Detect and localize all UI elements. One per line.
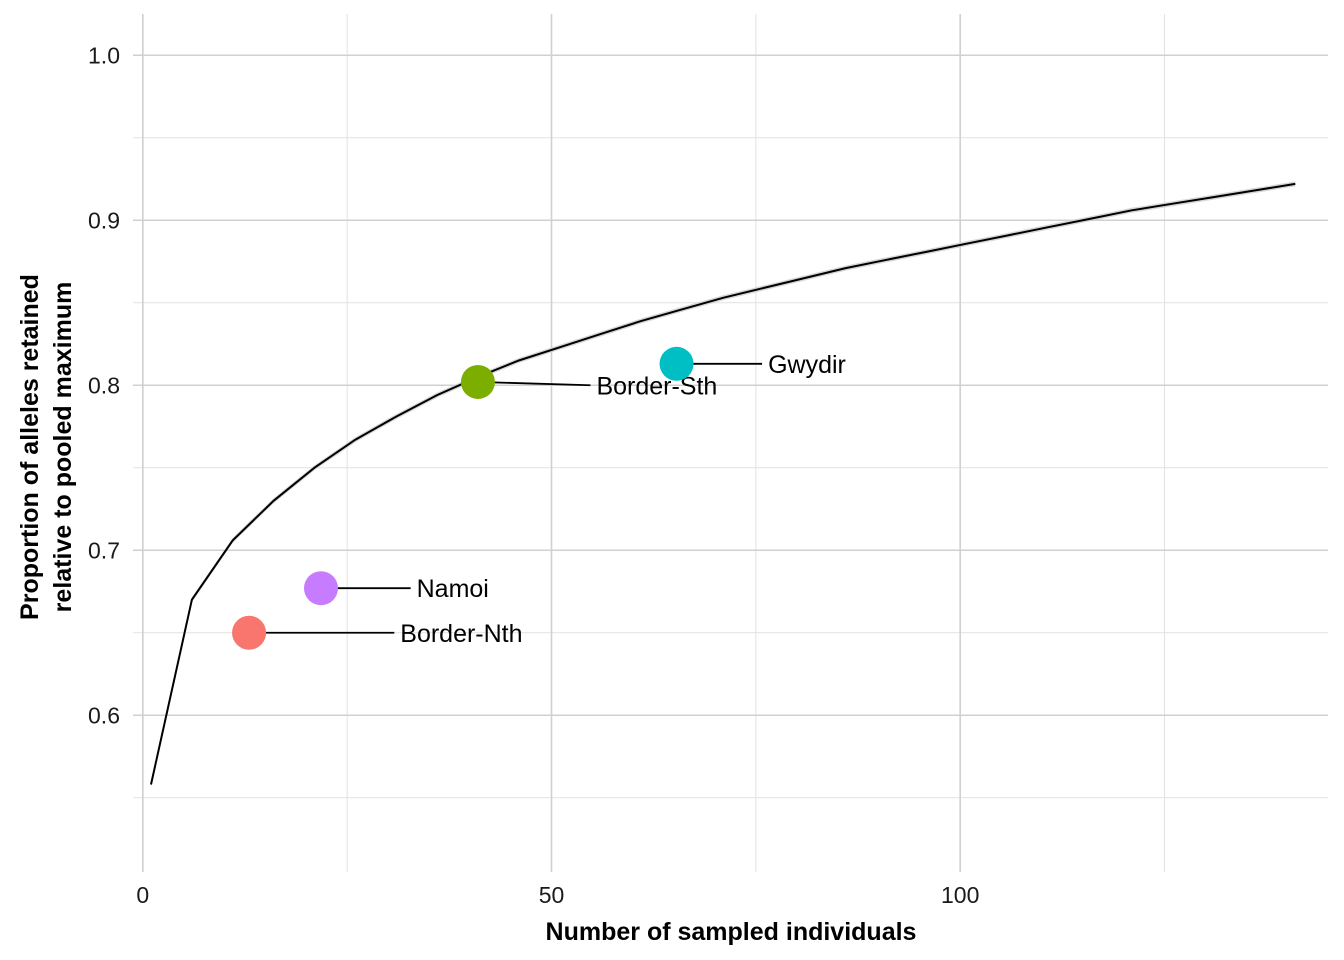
curve-confidence-band bbox=[151, 181, 1296, 787]
point-border-nth bbox=[232, 615, 267, 650]
tick-labels: 0 50 100 0.6 0.7 0.8 0.9 1.0 bbox=[88, 42, 979, 908]
y-tick-label: 1.0 bbox=[88, 42, 120, 68]
point-gwydir bbox=[659, 346, 694, 381]
point-border-sth bbox=[460, 364, 495, 399]
accumulation-curve bbox=[150, 181, 1296, 787]
y-tick-label: 0.9 bbox=[88, 207, 120, 233]
population-points: Border-Nth Namoi Border-Sth Gwydir bbox=[232, 346, 846, 650]
point-label-gwydir: Gwydir bbox=[768, 351, 846, 379]
y-axis-title: Proportion of alleles retained relative … bbox=[16, 274, 77, 620]
point-label-border-sth: Border-Sth bbox=[596, 372, 717, 400]
y-tick-label: 0.8 bbox=[88, 372, 120, 398]
y-tick-label: 0.7 bbox=[88, 537, 120, 563]
curve-line bbox=[150, 182, 1296, 785]
y-axis-title-line-1: Proportion of alleles retained bbox=[16, 274, 44, 620]
leader-line-border-sth bbox=[477, 381, 591, 387]
y-tick-label: 0.6 bbox=[88, 702, 120, 728]
y-axis-title-line-2: relative to pooled maximum bbox=[49, 282, 77, 613]
grid bbox=[133, 14, 1328, 872]
x-tick-label: 100 bbox=[941, 882, 979, 908]
point-label-border-nth: Border-Nth bbox=[400, 620, 522, 648]
x-tick-label: 0 bbox=[136, 882, 149, 908]
point-label-namoi: Namoi bbox=[417, 575, 489, 603]
point-namoi bbox=[303, 571, 338, 606]
x-tick-label: 50 bbox=[539, 882, 565, 908]
x-axis-title: Number of sampled individuals bbox=[546, 918, 917, 946]
